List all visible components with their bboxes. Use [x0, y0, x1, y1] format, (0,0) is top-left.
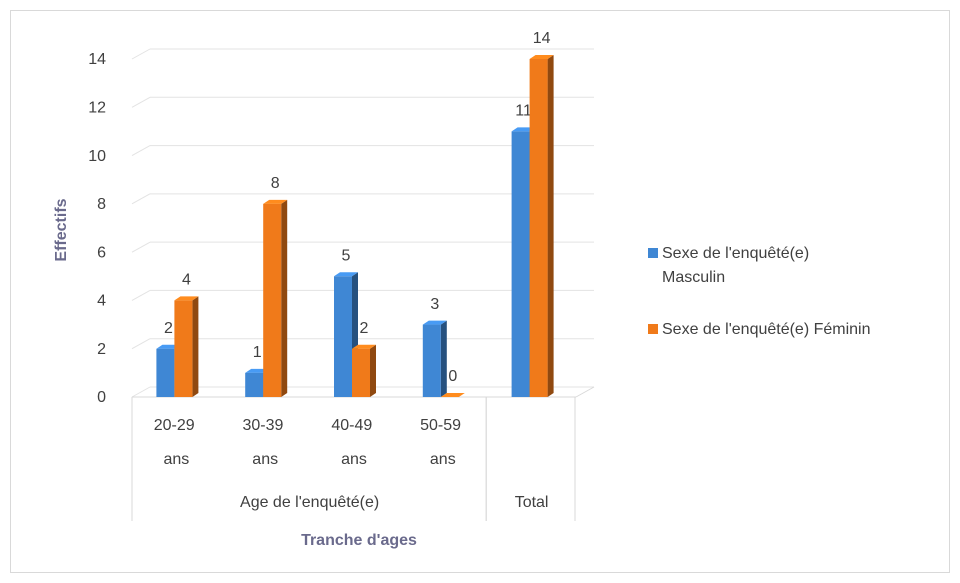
floor-right	[575, 386, 595, 398]
group-label: Total	[515, 494, 549, 511]
grid-line-side	[131, 193, 151, 205]
y-tick-label: 6	[97, 244, 106, 261]
y-tick-label: 0	[97, 389, 106, 406]
legend-swatch	[648, 324, 658, 334]
bar-top	[263, 199, 288, 204]
data-label: 14	[533, 30, 551, 47]
data-label: 2	[360, 320, 369, 337]
bar-top	[352, 344, 376, 349]
y-tick-label: 10	[88, 148, 106, 165]
group-label: Age de l'enquêté(e)	[240, 494, 379, 511]
bar	[174, 300, 193, 397]
bar	[245, 372, 264, 397]
bar	[263, 203, 282, 397]
grid-line-side	[131, 289, 151, 301]
bar-top	[422, 320, 447, 325]
grid-line-side	[131, 96, 151, 108]
bar	[334, 276, 352, 397]
grid-line-side	[131, 241, 151, 253]
grid-line-side	[131, 145, 151, 157]
data-label: 5	[342, 248, 351, 265]
bar	[156, 348, 175, 397]
bar-top	[174, 296, 199, 301]
data-label: 2	[164, 320, 173, 337]
bar	[511, 131, 530, 397]
x-axis-title: Tranche d'ages	[301, 532, 417, 549]
bar-side	[440, 320, 447, 397]
grid-line-side	[131, 48, 151, 60]
data-label: 8	[271, 175, 280, 192]
y-tick-label: 12	[88, 100, 106, 117]
y-axis-title: Effectifs	[53, 198, 70, 261]
data-label: 0	[448, 368, 457, 385]
x-tick-label: 50-59 ans	[420, 417, 465, 468]
x-tick-label: 20-29 ans	[154, 417, 199, 468]
bar-side	[370, 344, 376, 397]
bar	[529, 59, 548, 397]
legend-label: Sexe de l'enquêté(e) Masculin	[662, 245, 814, 286]
data-label: 4	[182, 272, 191, 289]
bar-side	[547, 55, 554, 397]
y-tick-label: 8	[97, 196, 106, 213]
x-tick-label: 40-49 ans	[331, 417, 376, 468]
bar	[352, 348, 370, 397]
grid-line-side	[131, 386, 151, 398]
legend-swatch	[648, 248, 658, 258]
bar-side	[281, 199, 288, 397]
chart-frame	[10, 10, 950, 573]
y-tick-label: 2	[97, 341, 106, 358]
y-tick-label: 4	[97, 293, 106, 310]
data-label: 1	[253, 344, 262, 361]
y-tick-label: 14	[88, 51, 106, 68]
grid-line-side	[131, 338, 151, 350]
bar-top	[529, 55, 554, 59]
data-label: 3	[430, 296, 439, 313]
x-tick-label: 30-39 ans	[243, 417, 288, 468]
data-label: 11	[515, 103, 532, 120]
bar	[422, 324, 441, 397]
bar-side	[192, 296, 199, 397]
bar-top	[440, 393, 465, 397]
legend-label: Sexe de l'enquêté(e) Féminin	[662, 321, 871, 338]
bar-top	[334, 272, 358, 277]
